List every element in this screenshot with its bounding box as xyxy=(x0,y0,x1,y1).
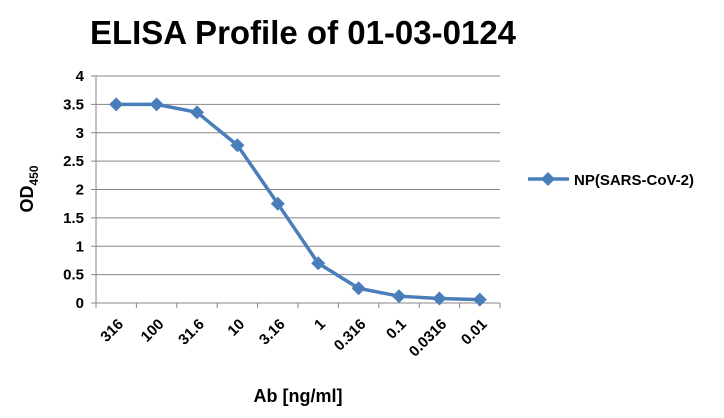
legend: NP(SARS-CoV-2) xyxy=(528,172,694,189)
legend-marker-swatch xyxy=(541,172,555,186)
y-tick-label: 2 xyxy=(76,182,84,199)
chart-title: ELISA Profile of 01-03-0124 xyxy=(90,14,517,51)
y-tick-labels: 0 0.5 1 1.5 2 2.5 3 3.5 4 xyxy=(63,68,85,312)
data-point-marker xyxy=(311,256,326,271)
data-point-marker xyxy=(109,97,124,112)
y-tick-label: 1.5 xyxy=(63,210,84,227)
x-tick-label: 316 xyxy=(97,316,127,346)
data-point-marker xyxy=(432,291,447,306)
data-point-marker xyxy=(392,289,406,304)
x-tick-label: 1 xyxy=(311,316,329,334)
x-tick-label: 10 xyxy=(224,316,248,340)
x-tick-label: 100 xyxy=(138,316,168,346)
x-tick-labels: 316 100 31.6 10 3.16 1 0.316 0.10.0316 0.01 xyxy=(97,316,490,360)
y-axis-label: OD450 xyxy=(17,165,41,212)
y-tick-label: 3.5 xyxy=(63,96,84,113)
y-axis-label-subscript: 450 xyxy=(27,165,41,185)
y-tick-label: 3 xyxy=(76,125,84,142)
x-tick-label: 3.16 xyxy=(256,316,289,349)
y-tick-label: 0.5 xyxy=(63,267,84,284)
y-tick-label: 2.5 xyxy=(63,153,84,170)
x-tick-label: 31.6 xyxy=(175,316,208,349)
data-point-marker xyxy=(351,281,366,296)
data-point-marker xyxy=(230,138,245,153)
series-line xyxy=(116,102,480,302)
x-tick-label: 0.0316 xyxy=(406,316,450,360)
y-tick-label: 4 xyxy=(76,68,85,85)
legend-label: NP(SARS-CoV-2) xyxy=(574,172,694,189)
x-tick-label: 0.01 xyxy=(458,316,491,349)
x-tick-label: 0.316 xyxy=(331,316,370,355)
y-tick-label: 1 xyxy=(76,238,84,255)
series-layer xyxy=(109,97,487,307)
y-axis-label-main: OD xyxy=(17,186,37,213)
gridlines xyxy=(91,75,501,308)
data-point-marker xyxy=(270,196,285,211)
data-point-marker xyxy=(190,105,204,120)
y-tick-label: 0 xyxy=(76,295,84,312)
data-point-marker xyxy=(149,97,164,112)
x-tick-label: 0.1 xyxy=(383,316,410,343)
x-axis-label: Ab [ng/ml] xyxy=(254,386,343,406)
data-point-marker xyxy=(472,292,487,307)
